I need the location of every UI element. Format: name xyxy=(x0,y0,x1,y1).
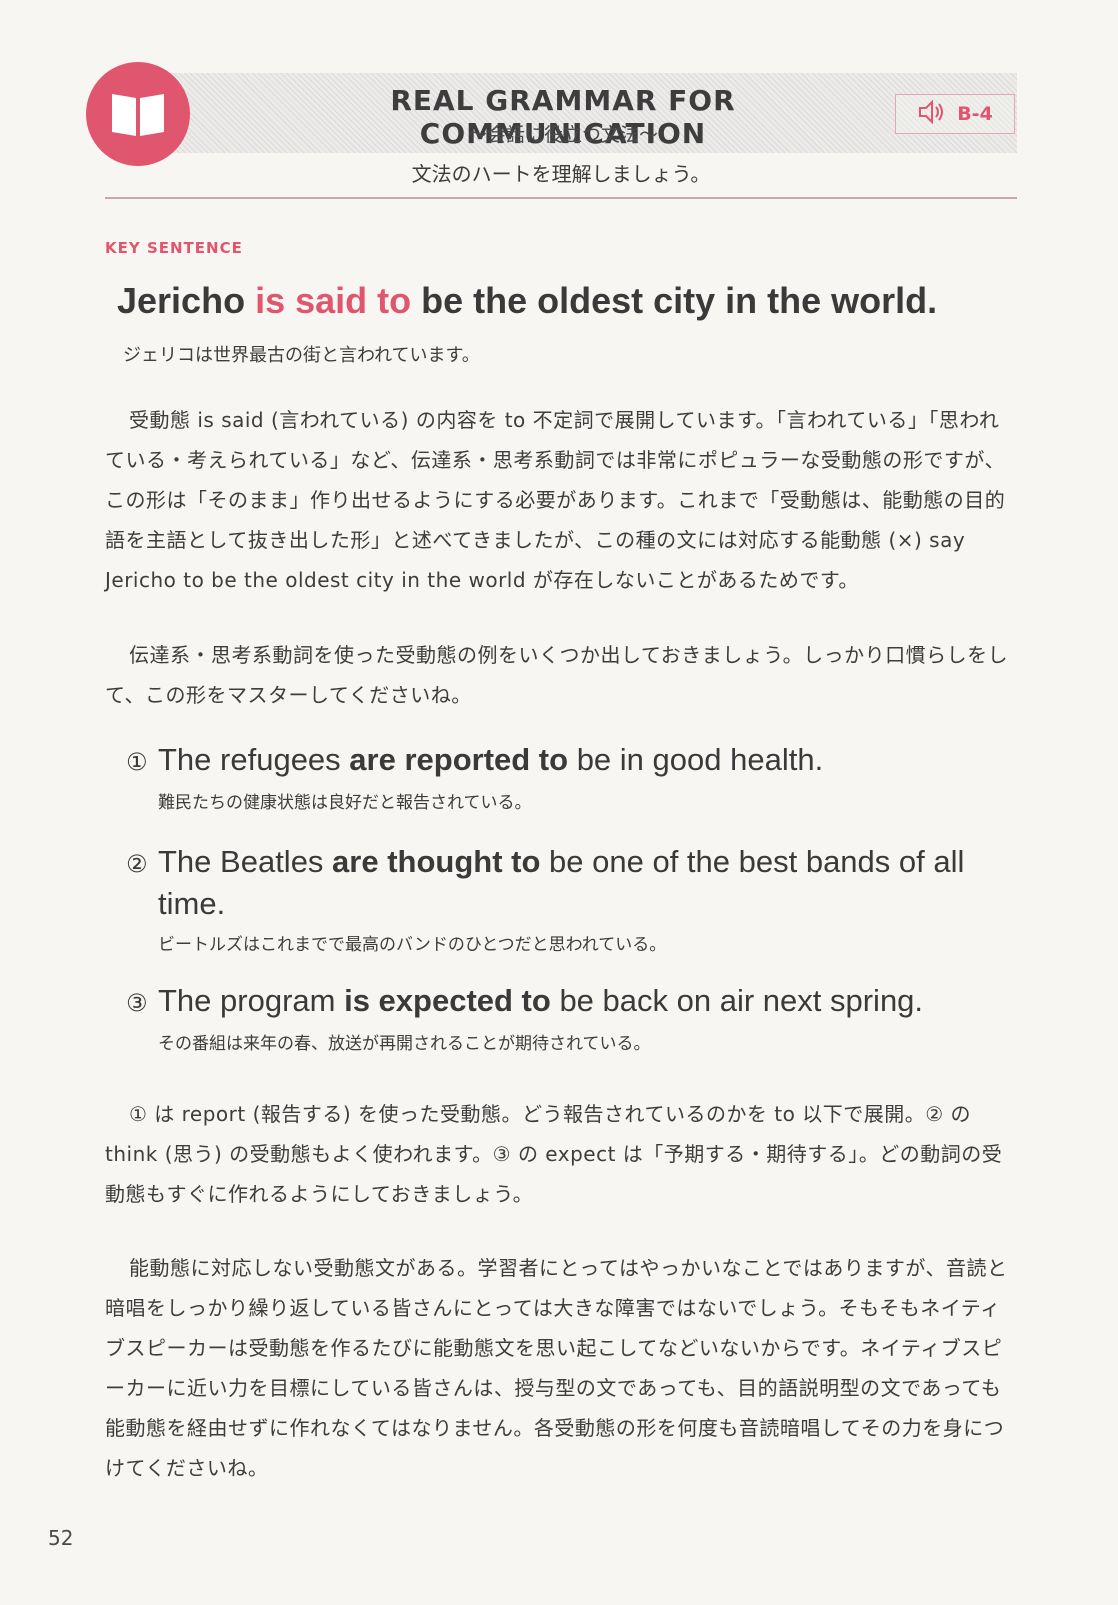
example-3-after: be back on air next spring. xyxy=(550,983,924,1018)
example-2-before: The Beatles xyxy=(158,844,333,879)
key-sentence-translation: ジェリコは世界最古の街と言われています。 xyxy=(123,345,480,366)
paragraph-1-text: 受動態 is said (言われている) の内容を to 不定詞で展開しています… xyxy=(105,408,1006,592)
explanation-paragraph-1: 受動態 is said (言われている) の内容を to 不定詞で展開しています… xyxy=(105,400,1017,600)
example-2-strong: are thought to xyxy=(332,844,541,879)
explanation-paragraph-2: 伝達系・思考系動詞を使った受動態の例をいくつか出しておきましょう。しっかり口慣ら… xyxy=(105,635,1017,715)
example-1-translation: 難民たちの健康状態は良好だと報告されている。 xyxy=(158,793,532,813)
paragraph-4-text: 能動態に対応しない受動態文がある。学習者にとってはやっかいなことではありますが、… xyxy=(105,1256,1008,1480)
explanation-paragraph-3: ① は report (報告する) を使った受動態。どう報告されているのかを t… xyxy=(105,1094,1017,1214)
paragraph-3-text: ① は report (報告する) を使った受動態。どう報告されているのかを t… xyxy=(105,1102,1003,1206)
example-3-translation: その番組は来年の春、放送が再開されることが期待されている。 xyxy=(158,1034,651,1054)
example-3-strong: is expected to xyxy=(344,983,551,1018)
audio-track-label: B-4 xyxy=(957,103,993,125)
example-3-before: The program xyxy=(158,983,345,1018)
example-2-number: ② xyxy=(126,850,148,878)
book-icon xyxy=(86,62,190,166)
explanation-paragraph-4: 能動態に対応しない受動態文がある。学習者にとってはやっかいなことではありますが、… xyxy=(105,1248,1017,1488)
example-3-number: ③ xyxy=(126,989,148,1017)
header-band xyxy=(162,73,1017,153)
example-2-after: be one of the best bands of all time. xyxy=(158,844,965,921)
key-sentence-label: KEY SENTENCE xyxy=(105,239,243,257)
key-sentence-after: be the oldest city in the world. xyxy=(411,280,938,321)
example-1: ① The refugees are reported to be in good… xyxy=(126,740,1021,813)
header-subtitle: 〜会話に役立つ文法〜 xyxy=(467,124,658,146)
example-1-strong: are reported to xyxy=(349,742,569,777)
example-2-sentence: ② The Beatles are thought to be one of th… xyxy=(126,842,1021,924)
example-3: ③ The program is expected to be back on a… xyxy=(126,981,1021,1054)
header-divider xyxy=(105,197,1017,199)
example-2: ② The Beatles are thought to be one of th… xyxy=(126,842,1021,955)
key-sentence-before: Jericho xyxy=(117,280,256,321)
key-sentence-highlight: is said to xyxy=(255,280,412,321)
paragraph-2-text: 伝達系・思考系動詞を使った受動態の例をいくつか出しておきましょう。しっかり口慣ら… xyxy=(105,643,1009,707)
audio-track-badge[interactable]: B-4 xyxy=(895,94,1015,134)
speaker-icon xyxy=(917,99,947,130)
example-3-sentence: ③ The program is expected to be back on a… xyxy=(126,981,1021,1023)
header-caption: 文法のハートを理解しましょう。 xyxy=(411,162,711,186)
example-1-sentence: ① The refugees are reported to be in good… xyxy=(126,740,1021,782)
example-2-translation: ビートルズはこれまでで最高のバンドのひとつだと思われている。 xyxy=(158,935,667,955)
example-1-after: be in good health. xyxy=(568,742,824,777)
example-1-number: ① xyxy=(126,748,148,776)
example-1-before: The refugees xyxy=(158,742,350,777)
header-title: REAL GRAMMAR FOR COMMUNICATION xyxy=(390,84,736,150)
key-sentence: Jericho is said to be the oldest city in… xyxy=(117,280,1017,322)
page-number: 52 xyxy=(48,1526,74,1550)
